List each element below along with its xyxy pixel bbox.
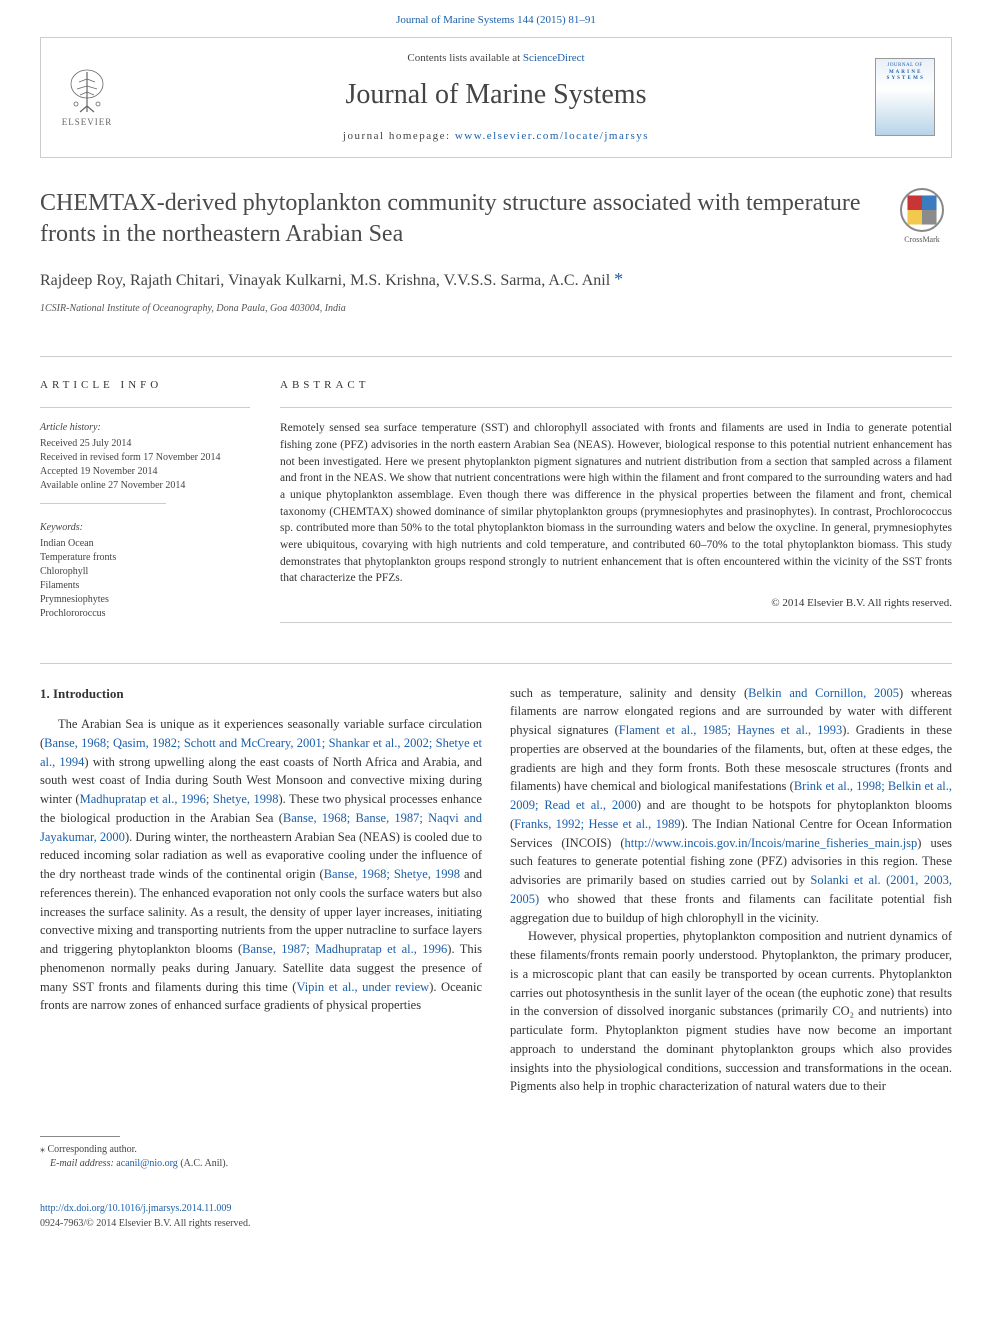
body-columns: 1. Introduction The Arabian Sea is uniqu… xyxy=(40,684,952,1097)
elsevier-tree-icon xyxy=(62,64,112,114)
abstract-heading: abstract xyxy=(280,377,952,394)
journal-header-box: ELSEVIER Contents lists available at Sci… xyxy=(40,37,952,158)
t: who showed that these fronts and filamen… xyxy=(510,892,952,925)
contents-line: Contents lists available at ScienceDirec… xyxy=(117,50,875,67)
journal-citation-link[interactable]: Journal of Marine Systems 144 (2015) 81–… xyxy=(396,14,596,26)
body-col-right: such as temperature, salinity and densit… xyxy=(510,684,952,1097)
divider xyxy=(40,356,952,357)
elsevier-logo: ELSEVIER xyxy=(57,62,117,132)
citation-link[interactable]: Belkin and Cornillon, 2005 xyxy=(748,686,899,700)
history-revised: Received in revised form 17 November 201… xyxy=(40,451,250,465)
footnote-rule xyxy=(40,1136,120,1137)
keyword: Temperature fronts xyxy=(40,551,250,565)
header-center: Contents lists available at ScienceDirec… xyxy=(117,50,875,145)
external-url-link[interactable]: http://www.incois.gov.in/Incois/marine_f… xyxy=(625,836,918,850)
info-abstract-row: article info Article history: Received 2… xyxy=(40,377,952,635)
article-history-label: Article history: xyxy=(40,420,250,435)
contents-prefix: Contents lists available at xyxy=(407,52,522,64)
citation-link[interactable]: Banse, 1987; Madhupratap et al., 1996 xyxy=(242,942,447,956)
journal-citation: Journal of Marine Systems 144 (2015) 81–… xyxy=(0,0,992,37)
citation-link[interactable]: Madhupratap et al., 1996; Shetye, 1998 xyxy=(80,792,279,806)
crossmark-badge[interactable]: CrossMark xyxy=(892,188,952,248)
t: such as temperature, salinity and densit… xyxy=(510,686,748,700)
citation-link[interactable]: Vipin et al., under review xyxy=(296,980,429,994)
keyword: Chlorophyll xyxy=(40,565,250,579)
authors-text: Rajdeep Roy, Rajath Chitari, Vinayak Kul… xyxy=(40,272,614,289)
citation-link[interactable]: Flament et al., 1985; Haynes et al., 199… xyxy=(619,723,843,737)
keywords-label: Keywords: xyxy=(40,520,250,535)
article-info-column: article info Article history: Received 2… xyxy=(40,377,250,635)
corresponding-author-note: ⁎ Corresponding author. xyxy=(40,1143,952,1157)
article-title: CHEMTAX-derived phytoplankton community … xyxy=(40,188,872,250)
keyword: Prochlororoccus xyxy=(40,607,250,621)
email-name: (A.C. Anil). xyxy=(180,1158,228,1169)
article-info-heading: article info xyxy=(40,377,250,394)
keyword: Indian Ocean xyxy=(40,537,250,551)
info-rule xyxy=(40,407,250,408)
body-text-right: such as temperature, salinity and densit… xyxy=(510,684,952,1097)
citation-link[interactable]: Franks, 1992; Hesse et al., 1989 xyxy=(514,817,680,831)
abstract-rule-bottom xyxy=(280,622,952,623)
abstract-copyright: © 2014 Elsevier B.V. All rights reserved… xyxy=(280,595,952,612)
history-received: Received 25 July 2014 xyxy=(40,437,250,451)
doi-block: http://dx.doi.org/10.1016/j.jmarsys.2014… xyxy=(40,1201,952,1231)
keywords-block: Keywords: Indian Ocean Temperature front… xyxy=(40,520,250,621)
homepage-prefix: journal homepage: xyxy=(343,130,455,142)
elsevier-label: ELSEVIER xyxy=(62,116,113,130)
crossmark-label: CrossMark xyxy=(904,234,940,246)
authors-line: Rajdeep Roy, Rajath Chitari, Vinayak Kul… xyxy=(40,266,872,293)
journal-title: Journal of Marine Systems xyxy=(117,74,875,116)
history-accepted: Accepted 19 November 2014 xyxy=(40,465,250,479)
email-label: E-mail address: xyxy=(50,1158,114,1169)
article-header: CHEMTAX-derived phytoplankton community … xyxy=(40,188,952,336)
body-text-left: The Arabian Sea is unique as it experien… xyxy=(40,715,482,1015)
journal-cover-thumbnail: JOURNAL OF M A R I N E S Y S T E M S xyxy=(875,58,935,136)
section-divider xyxy=(40,663,952,664)
history-online: Available online 27 November 2014 xyxy=(40,479,250,493)
email-line: E-mail address: acanil@nio.org (A.C. Ani… xyxy=(40,1157,952,1171)
crossmark-circle-icon xyxy=(900,188,944,232)
keyword: Prymnesiophytes xyxy=(40,593,250,607)
footnote-block: ⁎ Corresponding author. E-mail address: … xyxy=(40,1136,952,1171)
citation-link[interactable]: Banse, 1968; Shetye, 1998 xyxy=(324,867,460,881)
email-link[interactable]: acanil@nio.org xyxy=(116,1158,178,1169)
issn-copyright: 0924-7963/© 2014 Elsevier B.V. All right… xyxy=(40,1216,952,1231)
abstract-rule xyxy=(280,407,952,408)
corresponding-star-icon[interactable]: * xyxy=(614,269,623,289)
body-col-left: 1. Introduction The Arabian Sea is uniqu… xyxy=(40,684,482,1097)
abstract-text: Remotely sensed sea surface temperature … xyxy=(280,420,952,587)
body-paragraph: However, physical properties, phytoplank… xyxy=(510,927,952,1096)
info-rule-short xyxy=(40,503,166,504)
abstract-column: abstract Remotely sensed sea surface tem… xyxy=(280,377,952,635)
homepage-link[interactable]: www.elsevier.com/locate/jmarsys xyxy=(455,130,649,142)
sciencedirect-link[interactable]: ScienceDirect xyxy=(523,52,585,64)
affiliation: 1CSIR-National Institute of Oceanography… xyxy=(40,301,872,316)
cover-label-bot: S Y S T E M S xyxy=(887,76,924,83)
article-title-block: CHEMTAX-derived phytoplankton community … xyxy=(40,188,872,336)
journal-homepage-line: journal homepage: www.elsevier.com/locat… xyxy=(117,128,875,145)
keyword: Filaments xyxy=(40,579,250,593)
introduction-heading: 1. Introduction xyxy=(40,684,482,704)
doi-link[interactable]: http://dx.doi.org/10.1016/j.jmarsys.2014… xyxy=(40,1203,231,1214)
